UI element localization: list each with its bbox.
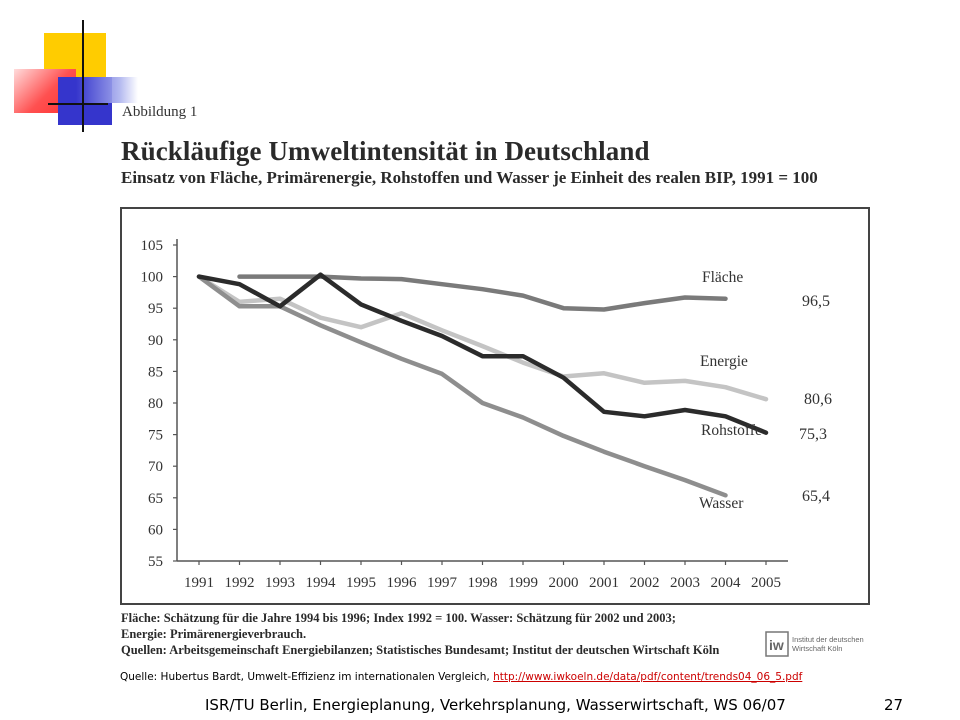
x-tick-label: 1992 bbox=[225, 575, 255, 591]
x-tick-label: 2002 bbox=[630, 575, 660, 591]
logo-line-2: Wirtschaft Köln bbox=[792, 644, 842, 653]
y-tick-label: 95 bbox=[148, 301, 163, 317]
series-name-label-rohstoffe: Rohstoffe bbox=[701, 422, 762, 439]
y-tick-label: 65 bbox=[148, 491, 163, 507]
x-tick-label: 2001 bbox=[589, 575, 619, 591]
note-energie: Energie: Primärenergieverbrauch. bbox=[121, 627, 307, 641]
chart-subtitle: Einsatz von Fläche, Primärenergie, Rohst… bbox=[121, 168, 818, 187]
series-end-value-wasser: 65,4 bbox=[802, 488, 830, 505]
iw-koeln-logo: iw Institut der deutschen Wirtschaft Köl… bbox=[764, 630, 874, 660]
series-line-energie bbox=[196, 274, 769, 402]
deco-vertical-line bbox=[82, 20, 84, 132]
series-line-wasser bbox=[196, 274, 728, 498]
note-quellen: Quellen: Arbeitsgemeinschaft Energiebila… bbox=[121, 643, 720, 657]
x-tick-label: 2003 bbox=[670, 575, 700, 591]
x-tick-label: 2000 bbox=[549, 575, 579, 591]
x-tick-label: 1995 bbox=[346, 575, 376, 591]
x-tick-label: 1994 bbox=[306, 575, 337, 591]
x-tick-label: 2005 bbox=[751, 575, 781, 591]
chart-frame: 55 60 65 70 75 80 85 90 95 100 105 1991 1992 1993 1994… bbox=[120, 207, 870, 605]
series-name-label-wasser: Wasser bbox=[699, 495, 744, 512]
series-end-value-energie: 80,6 bbox=[804, 391, 832, 408]
logo-line-1: Institut der deutschen bbox=[792, 635, 864, 644]
series-line-rohstoffe bbox=[196, 272, 769, 435]
series-name-label-flaeche: Fläche bbox=[702, 269, 743, 286]
note-flaeche-wasser: Fläche: Schätzung für die Jahre 1994 bis… bbox=[121, 611, 676, 625]
x-tick-label: 1993 bbox=[265, 575, 295, 591]
y-tick-label: 90 bbox=[148, 333, 163, 349]
y-tick-label: 60 bbox=[148, 522, 163, 538]
y-tick-label: 100 bbox=[141, 270, 164, 286]
svg-text:iw: iw bbox=[769, 637, 784, 653]
x-tick-label: 2004 bbox=[711, 575, 742, 591]
footer-text: ISR/TU Berlin, Energieplanung, Verkehrsp… bbox=[205, 696, 786, 714]
figure-label: Abbildung 1 bbox=[122, 104, 198, 120]
deco-blue-band bbox=[76, 77, 138, 103]
y-tick-label: 55 bbox=[148, 554, 163, 570]
source-prefix: Quelle: Hubertus Bardt, Umwelt-Effizienz… bbox=[120, 671, 490, 683]
y-tick-label: 85 bbox=[148, 364, 163, 380]
y-tick-label: 75 bbox=[148, 428, 163, 444]
series-end-value-flaeche: 96,5 bbox=[802, 293, 830, 310]
source-link[interactable]: http://www.iwkoeln.de/data/pdf/content/t… bbox=[493, 671, 803, 683]
y-tick-label: 105 bbox=[141, 238, 164, 254]
x-tick-label: 1997 bbox=[427, 575, 458, 591]
series-end-value-rohstoffe: 75,3 bbox=[799, 426, 827, 443]
x-tick-label: 1999 bbox=[508, 575, 538, 591]
y-tick-label: 70 bbox=[148, 459, 163, 475]
line-chart: 55 60 65 70 75 80 85 90 95 100 105 1991 1992 1993 1994… bbox=[141, 238, 833, 591]
x-tick-label: 1991 bbox=[184, 575, 214, 591]
source-citation: Quelle: Hubertus Bardt, Umwelt-Effizienz… bbox=[120, 671, 802, 683]
x-tick-label: 1996 bbox=[387, 575, 418, 591]
y-tick-label: 80 bbox=[148, 396, 163, 412]
series-name-label-energie: Energie bbox=[700, 353, 748, 370]
chart-title: Rückläufige Umweltintensität in Deutschl… bbox=[121, 136, 650, 166]
deco-horizontal-line bbox=[48, 103, 108, 105]
page-number: 27 bbox=[884, 696, 904, 714]
x-tick-label: 1998 bbox=[468, 575, 498, 591]
